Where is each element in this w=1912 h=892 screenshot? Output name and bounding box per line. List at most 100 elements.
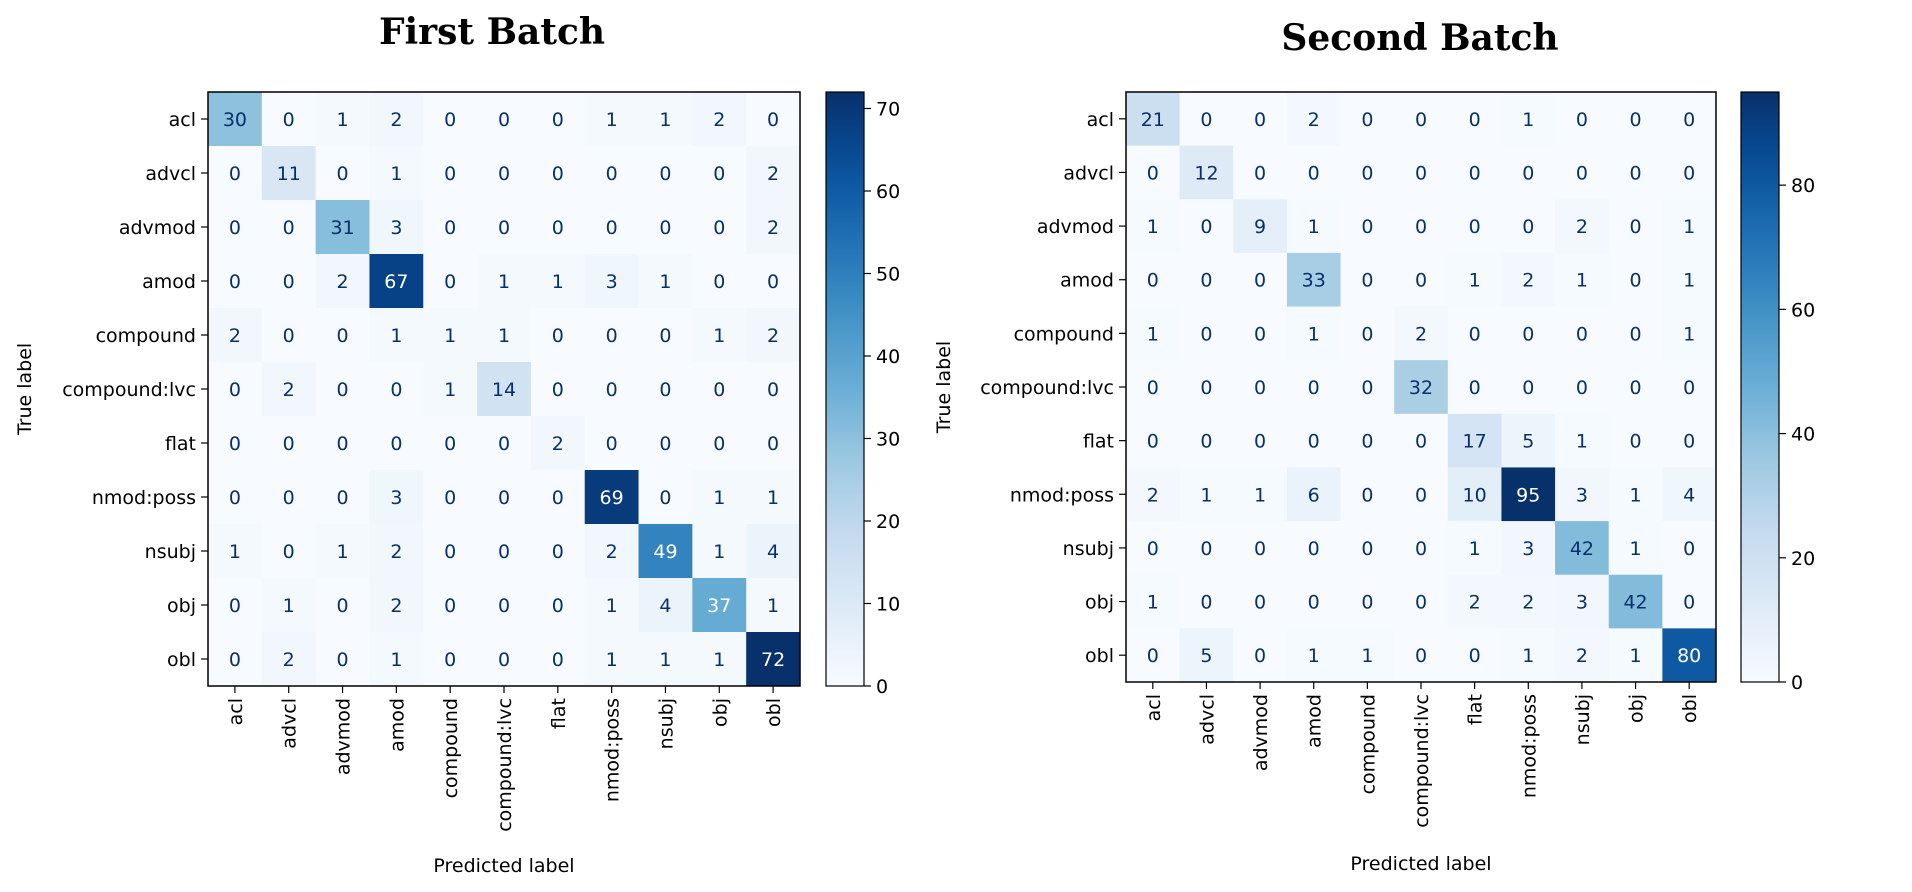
- cell-value: 0: [552, 649, 564, 671]
- matrix-cell: [1394, 467, 1449, 522]
- cell-value: 49: [653, 541, 677, 563]
- cell-value: 5: [1522, 431, 1534, 453]
- colorbar-tick-label: 60: [876, 181, 900, 203]
- cell-value: 0: [659, 325, 671, 347]
- matrix-cell: [423, 416, 478, 471]
- cell-value: 2: [1576, 216, 1588, 238]
- x-tick-label: advmod: [1250, 694, 1272, 771]
- cell-value: 1: [1147, 323, 1159, 345]
- cell-value: 0: [1415, 270, 1427, 292]
- cell-value: 9: [1254, 216, 1266, 238]
- matrix-cell: [477, 92, 532, 147]
- cell-value: 0: [1576, 323, 1588, 345]
- matrix-cell: [208, 200, 263, 255]
- cell-value: 0: [283, 433, 295, 455]
- cell-value: 6: [1308, 484, 1320, 506]
- matrix-cell: [1233, 306, 1288, 361]
- matrix-cell: [261, 146, 317, 201]
- colorbar: 0 20 40 60 80: [1740, 91, 1815, 694]
- cell-value: 11: [277, 163, 301, 185]
- matrix-cell: [1608, 521, 1663, 576]
- cell-value: 0: [229, 595, 241, 617]
- cell-value: 0: [444, 487, 456, 509]
- cell-value: 0: [552, 487, 564, 509]
- cell-value: 2: [1522, 592, 1534, 614]
- cell-value: 2: [767, 163, 779, 185]
- matrix-cell: [208, 362, 263, 417]
- matrix-cell: [369, 362, 424, 417]
- matrix-cell: [1608, 145, 1663, 200]
- cell-value: 1: [1629, 645, 1641, 667]
- cell-value: 0: [229, 271, 241, 293]
- matrix-cell: [692, 416, 747, 471]
- cell-value: 1: [498, 325, 510, 347]
- matrix-cell: [315, 254, 370, 309]
- cell-value: 1: [767, 595, 779, 617]
- cell-value: 4: [1683, 484, 1695, 506]
- x-axis-label: Predicted label: [1350, 853, 1491, 875]
- cell-value: 0: [1200, 323, 1212, 345]
- cell-value: 4: [659, 595, 671, 617]
- y-tick-label: compound: [1014, 323, 1114, 345]
- cell-value: 0: [498, 163, 510, 185]
- matrix-cell: [584, 362, 640, 417]
- cell-value: 0: [606, 325, 618, 347]
- cell-value: 0: [1254, 377, 1266, 399]
- cell-value: 0: [283, 271, 295, 293]
- cell-value: 0: [1683, 109, 1695, 131]
- matrix-cell: [1555, 306, 1610, 361]
- matrix-cell: [584, 416, 640, 471]
- cell-value: 1: [767, 487, 779, 509]
- cell-value: 21: [1141, 109, 1165, 131]
- cell-value: 0: [1308, 162, 1320, 184]
- matrix-cell: [208, 308, 263, 363]
- cell-value: 1: [336, 541, 348, 563]
- x-tick-label: advcl: [1196, 694, 1218, 745]
- matrix-cell: [477, 308, 532, 363]
- matrix-cell: [1555, 628, 1610, 683]
- matrix-cell: [1233, 145, 1288, 200]
- matrix-cell: [369, 578, 424, 633]
- x-tick-label: nsubj: [1572, 694, 1594, 745]
- cell-value: 0: [1576, 162, 1588, 184]
- matrix-cell: [1662, 360, 1717, 415]
- cell-value: 0: [1629, 162, 1641, 184]
- cell-value: 2: [283, 649, 295, 671]
- cell-value: 1: [1200, 484, 1212, 506]
- cell-value: 1: [444, 325, 456, 347]
- colorbar-tick-label: 60: [1791, 299, 1815, 321]
- matrix-cell: [315, 146, 370, 201]
- cell-value: 0: [767, 109, 779, 131]
- matrix-cell: [1179, 413, 1234, 468]
- cell-value: 1: [1683, 323, 1695, 345]
- matrix-cell: [261, 632, 317, 687]
- matrix-cell: [584, 92, 640, 147]
- colorbar-tick-label: 80: [1791, 175, 1815, 197]
- matrix-cell: [1555, 413, 1610, 468]
- cell-value: 0: [1254, 431, 1266, 453]
- y-tick-label: obl: [1085, 645, 1114, 667]
- matrix-cell: [638, 524, 693, 579]
- matrix-cell: [1126, 628, 1181, 683]
- cell-value: 72: [761, 649, 785, 671]
- cell-value: 0: [1415, 216, 1427, 238]
- matrix-cell: [208, 92, 263, 147]
- matrix-cell: [530, 254, 586, 309]
- matrix-cell: [1126, 521, 1181, 576]
- cell-value: 0: [1469, 216, 1481, 238]
- cell-value: 0: [767, 271, 779, 293]
- cell-value: 0: [1469, 323, 1481, 345]
- matrix-cell: [1233, 199, 1288, 254]
- cell-value: 0: [1147, 431, 1159, 453]
- matrix-cell: [1286, 521, 1342, 576]
- cell-value: 2: [1469, 592, 1481, 614]
- matrix-cell: [746, 578, 801, 633]
- cell-value: 0: [1200, 592, 1212, 614]
- cell-value: 0: [1361, 323, 1373, 345]
- matrix-cell: [1662, 521, 1717, 576]
- matrix-cell: [369, 92, 424, 147]
- matrix-cell: [692, 632, 747, 687]
- cell-value: 30: [223, 109, 247, 131]
- cell-value: 1: [1629, 538, 1641, 560]
- x-tick-label: compound: [440, 698, 462, 798]
